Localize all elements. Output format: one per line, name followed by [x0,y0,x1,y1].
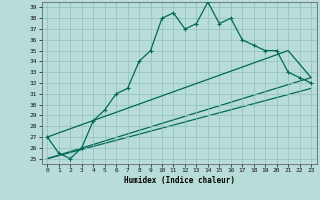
X-axis label: Humidex (Indice chaleur): Humidex (Indice chaleur) [124,176,235,185]
